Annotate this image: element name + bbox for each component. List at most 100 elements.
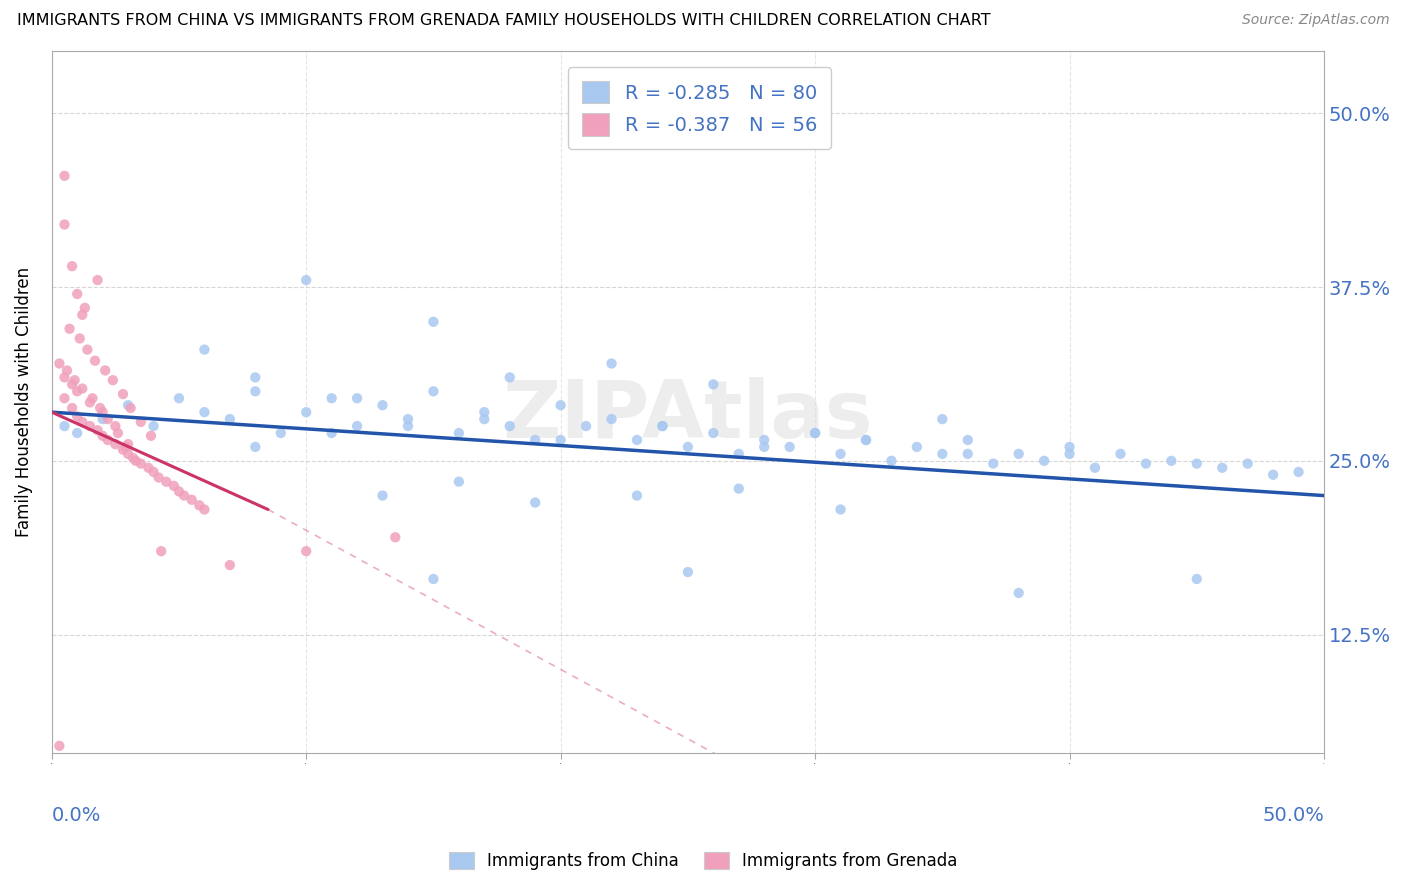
Point (346, 391, 368, 405)
Point (167, 484, 190, 499)
Point (58, 322, 80, 336)
Text: ZIPAtlas: ZIPAtlas (502, 376, 873, 455)
Point (880, 454, 903, 468)
Point (86, 423, 108, 437)
Point (86, 273, 108, 287)
Point (73, 301, 96, 315)
Point (1033, 454, 1056, 468)
Point (129, 415, 152, 429)
Point (53, 419, 76, 434)
Point (1185, 457, 1208, 471)
Point (1059, 440, 1081, 454)
Point (245, 370, 267, 384)
Point (1160, 454, 1182, 468)
Text: IMMIGRANTS FROM CHINA VS IMMIGRANTS FROM GRENADA FAMILY HOUSEHOLDS WITH CHILDREN: IMMIGRANTS FROM CHINA VS IMMIGRANTS FROM… (17, 13, 990, 29)
Point (117, 447, 139, 461)
Point (931, 447, 953, 461)
Point (384, 530, 406, 544)
Point (830, 447, 852, 461)
Point (180, 492, 202, 507)
Point (53, 370, 76, 384)
Point (72, 415, 94, 429)
Point (53, 391, 76, 405)
Point (575, 419, 598, 434)
Point (79, 419, 101, 434)
Point (111, 387, 134, 401)
Point (600, 357, 623, 371)
Point (600, 412, 623, 426)
Point (550, 398, 572, 412)
Point (82, 391, 104, 405)
Point (1059, 447, 1081, 461)
Legend: Immigrants from China, Immigrants from Grenada: Immigrants from China, Immigrants from G… (441, 845, 965, 877)
Point (193, 502, 215, 516)
Point (245, 384, 267, 399)
Point (56, 363, 79, 377)
Point (91, 429, 114, 443)
Point (48, 739, 70, 753)
Point (104, 419, 127, 434)
Point (956, 433, 979, 447)
Point (396, 419, 419, 434)
Point (472, 405, 495, 419)
Text: Source: ZipAtlas.com: Source: ZipAtlas.com (1241, 13, 1389, 28)
Point (142, 419, 165, 434)
Point (218, 412, 240, 426)
Point (524, 433, 547, 447)
Point (122, 451, 145, 466)
Point (129, 457, 152, 471)
Point (422, 572, 444, 586)
Text: 0.0%: 0.0% (52, 805, 101, 824)
Point (804, 425, 827, 440)
Point (905, 440, 928, 454)
Point (1261, 467, 1284, 482)
Point (97, 412, 120, 426)
Point (107, 425, 129, 440)
Text: 50.0%: 50.0% (1263, 805, 1324, 824)
Point (676, 440, 699, 454)
Point (371, 489, 394, 503)
Point (422, 384, 444, 399)
Point (89, 401, 111, 415)
Point (60, 259, 83, 273)
Legend: R = -0.285   N = 80, R = -0.387   N = 56: R = -0.285 N = 80, R = -0.387 N = 56 (568, 68, 831, 149)
Point (779, 440, 801, 454)
Point (139, 429, 162, 443)
Point (956, 447, 979, 461)
Point (702, 425, 724, 440)
Point (218, 558, 240, 573)
Point (676, 565, 699, 579)
Point (855, 433, 877, 447)
Point (66, 384, 89, 399)
Point (472, 412, 495, 426)
Point (626, 489, 648, 503)
Point (148, 470, 170, 484)
Point (396, 412, 419, 426)
Point (111, 442, 134, 457)
Point (120, 401, 142, 415)
Point (91, 405, 114, 419)
Point (138, 460, 160, 475)
Point (295, 273, 318, 287)
Point (321, 391, 343, 405)
Point (346, 419, 368, 434)
Point (702, 377, 724, 392)
Point (651, 419, 673, 434)
Point (447, 475, 470, 489)
Point (193, 343, 215, 357)
Point (295, 544, 318, 558)
Point (422, 315, 444, 329)
Point (60, 401, 83, 415)
Point (1185, 572, 1208, 586)
Point (727, 482, 749, 496)
Point (91, 412, 114, 426)
Point (499, 419, 522, 434)
Point (245, 440, 267, 454)
Point (53, 218, 76, 232)
Point (117, 437, 139, 451)
Point (72, 308, 94, 322)
Point (60, 377, 83, 392)
Point (447, 425, 470, 440)
Point (524, 495, 547, 509)
Point (193, 405, 215, 419)
